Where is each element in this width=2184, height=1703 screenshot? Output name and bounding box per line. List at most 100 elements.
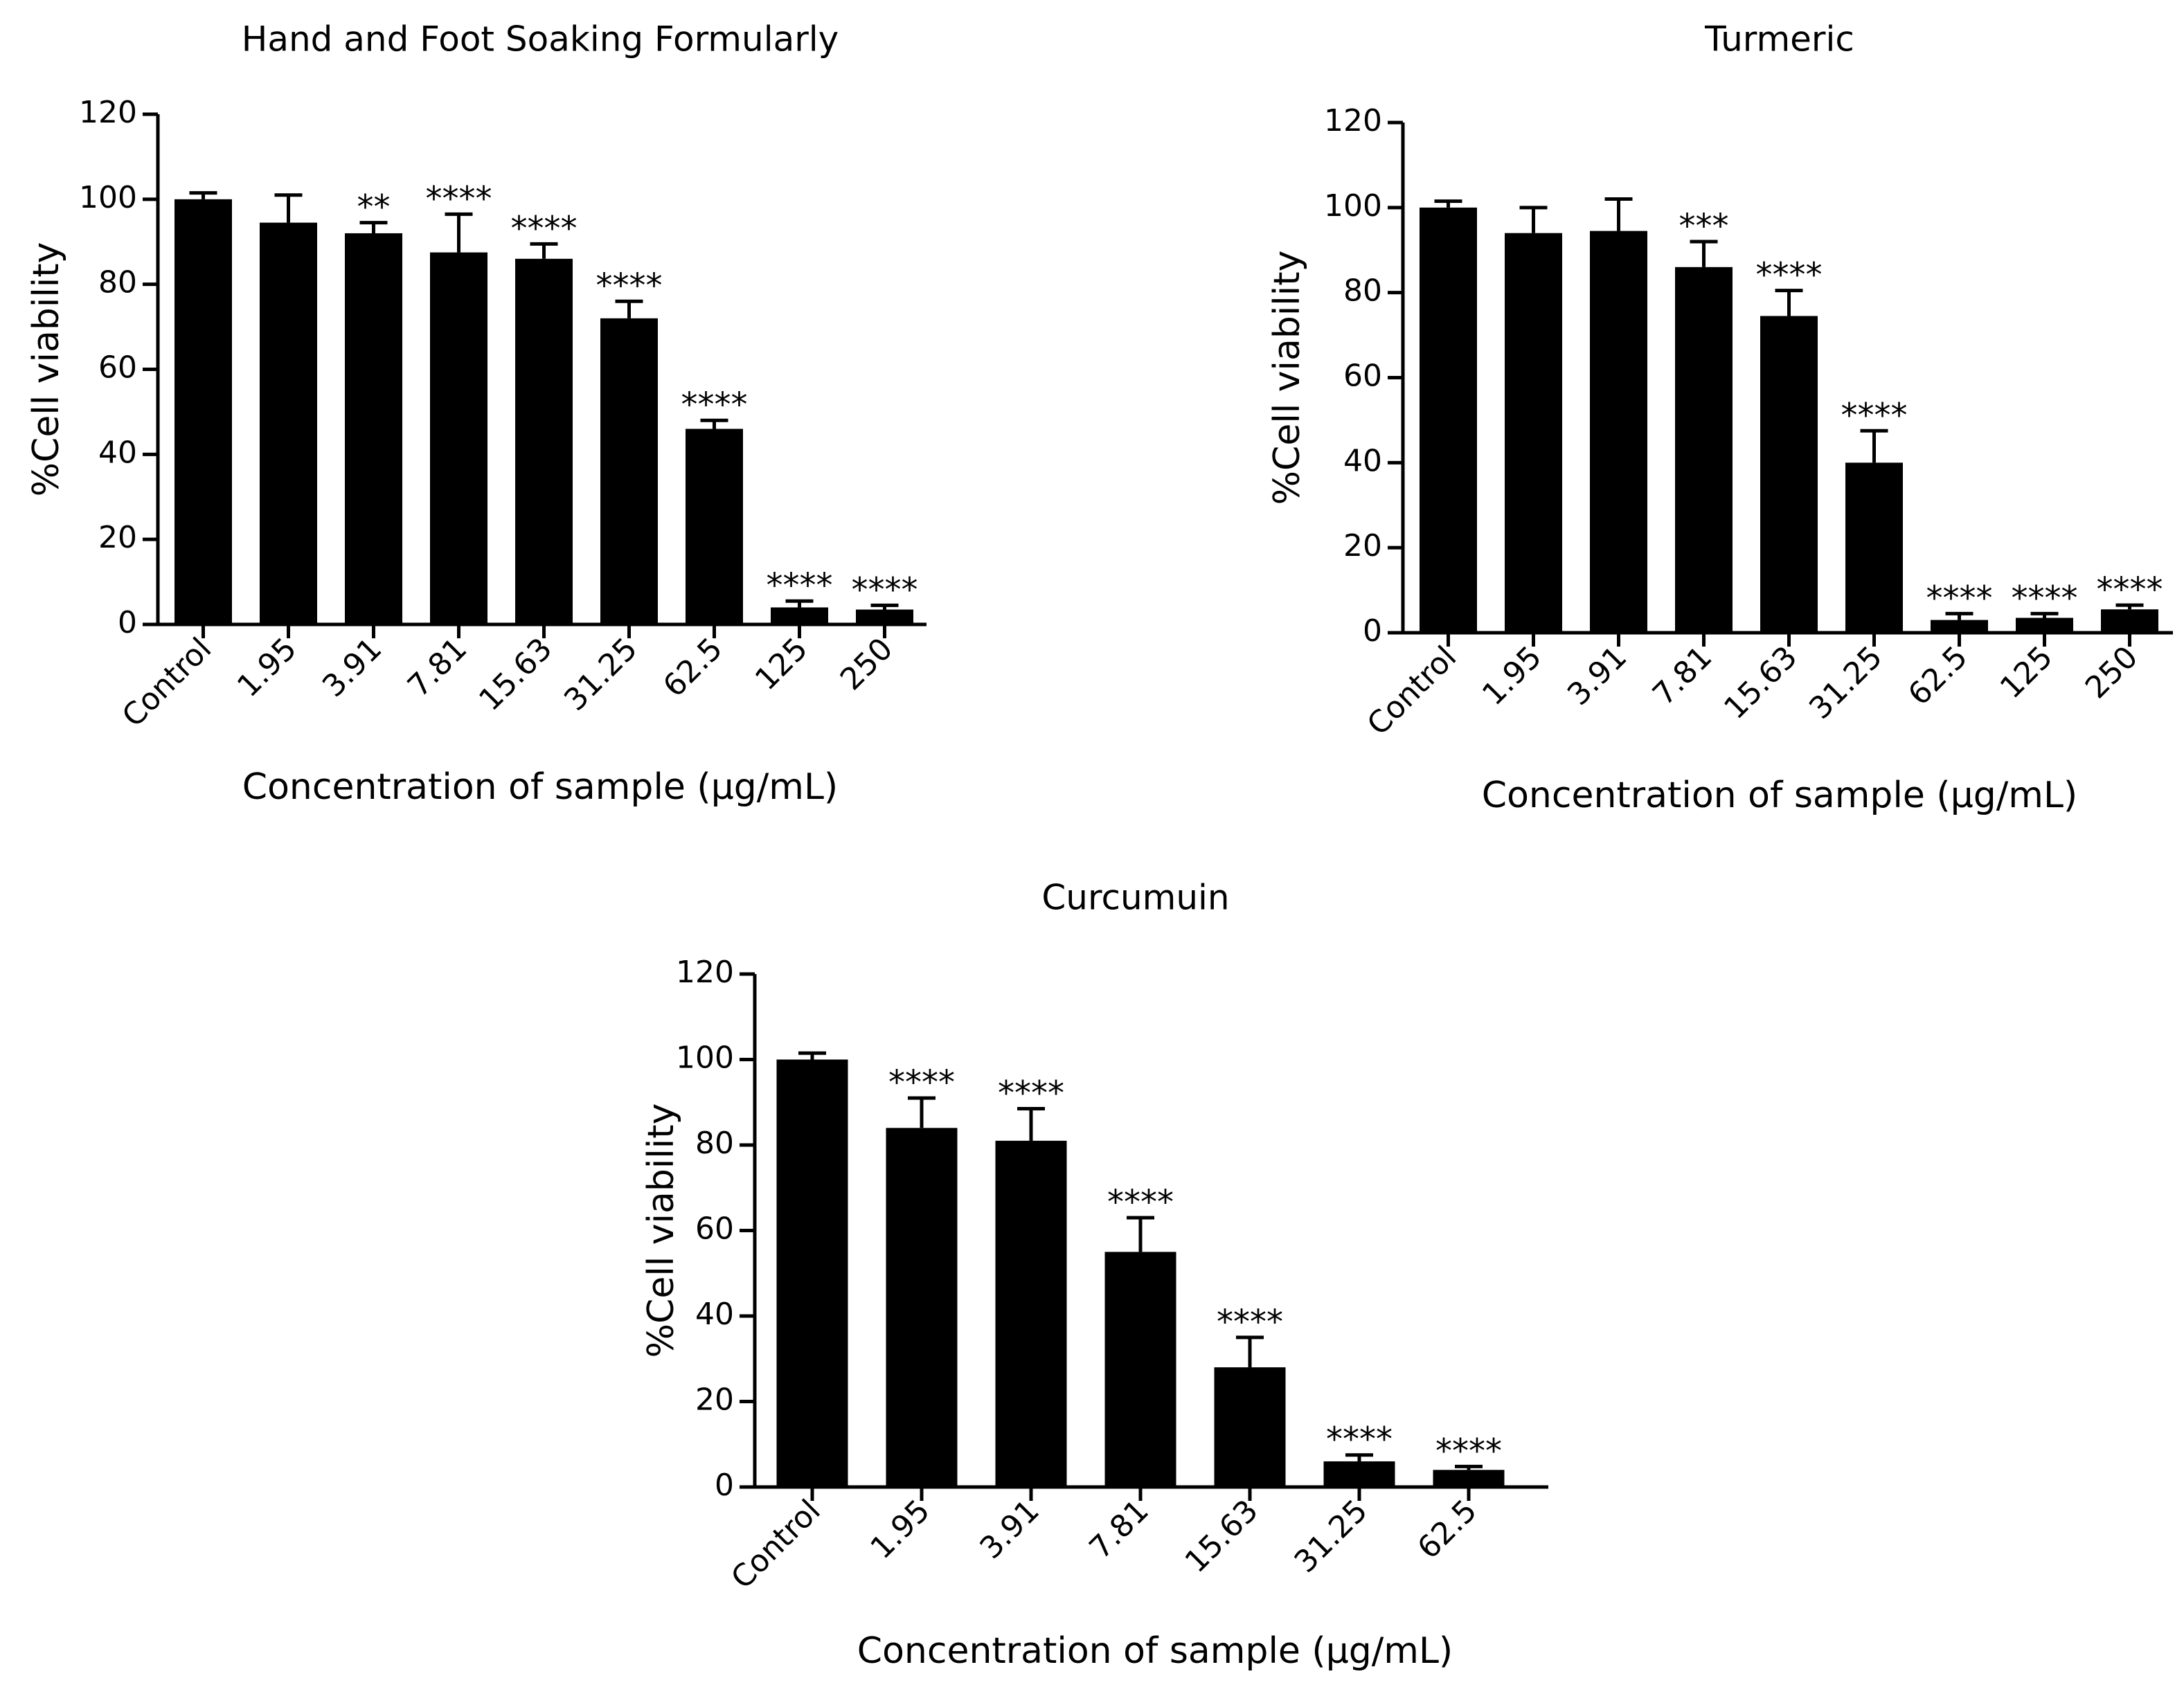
chart-title: Hand and Foot Soaking Formularly xyxy=(242,19,839,60)
significance-label: *** xyxy=(1679,207,1729,246)
bar xyxy=(174,199,232,624)
y-tick-label: 120 xyxy=(79,95,137,130)
x-tick-label: 1.95 xyxy=(1476,640,1548,712)
y-tick-label: 120 xyxy=(676,955,734,990)
bar xyxy=(1420,207,1477,633)
y-axis-label: %Cell viability xyxy=(26,242,67,497)
y-tick-label: 80 xyxy=(1343,273,1382,309)
x-tick-label: 31.25 xyxy=(1288,1493,1375,1580)
chart-panel-3: Curcumuin 0 20 40 60 80 100 120 Control **** 1.95 *… xyxy=(641,878,1548,1672)
bar xyxy=(1323,1461,1395,1487)
x-axis-label: Concentration of sample (μg/mL) xyxy=(857,1630,1453,1672)
y-tick-label: 40 xyxy=(695,1297,734,1332)
significance-label: **** xyxy=(1756,256,1823,295)
significance-label: **** xyxy=(852,570,918,609)
y-tick-label: 20 xyxy=(98,520,137,555)
y-axis-label: %Cell viability xyxy=(1266,251,1308,505)
bar xyxy=(1590,231,1647,633)
x-tick-label: 15.63 xyxy=(1717,640,1804,726)
x-tick-label: 1.95 xyxy=(231,631,303,704)
significance-label: **** xyxy=(1841,396,1908,435)
y-tick-label: 100 xyxy=(676,1040,734,1076)
x-tick-label: 250 xyxy=(2079,640,2145,705)
x-tick-label: 3.91 xyxy=(973,1493,1046,1566)
chart-panel-1: Hand and Foot Soaking Formularly 0 20 40 60 8… xyxy=(26,19,927,808)
x-tick-label: 125 xyxy=(749,631,814,697)
bar xyxy=(260,222,317,624)
significance-label: **** xyxy=(998,1074,1064,1113)
x-tick-label: Control xyxy=(1361,640,1464,743)
chart-title: Curcumuin xyxy=(1041,878,1229,918)
significance-label: **** xyxy=(2097,570,2163,609)
y-tick-label: 20 xyxy=(1343,528,1382,564)
y-tick-label: 60 xyxy=(1343,359,1382,394)
y-tick-label: 100 xyxy=(79,180,137,215)
bar xyxy=(686,429,743,624)
y-tick-label: 60 xyxy=(695,1211,734,1247)
x-tick-label: 7.81 xyxy=(401,631,474,704)
significance-label: ** xyxy=(357,188,391,227)
x-tick-label: 1.95 xyxy=(863,1493,936,1566)
significance-label: **** xyxy=(888,1063,955,1102)
significance-label: **** xyxy=(1926,579,1993,618)
bar xyxy=(1214,1367,1286,1487)
chart-panel-2: Turmeric 0 20 40 60 80 100 120 Control 1.95 3.91 **… xyxy=(1266,19,2173,816)
significance-label: **** xyxy=(1107,1183,1174,1222)
significance-label: **** xyxy=(681,386,748,424)
y-axis-label: %Cell viability xyxy=(641,1103,682,1358)
y-tick-label: 40 xyxy=(1343,443,1382,478)
bar xyxy=(1104,1252,1176,1487)
x-tick-label: Control xyxy=(116,631,219,735)
bar xyxy=(776,1059,848,1487)
significance-label: **** xyxy=(1217,1303,1283,1342)
bar xyxy=(430,252,487,625)
significance-label: **** xyxy=(1326,1421,1393,1459)
x-tick-label: 62.5 xyxy=(1411,1493,1483,1566)
x-tick-label: 7.81 xyxy=(1646,640,1719,712)
x-tick-label: 250 xyxy=(834,631,899,697)
bar xyxy=(2101,609,2158,633)
significance-label: **** xyxy=(426,179,492,218)
bar xyxy=(600,318,658,624)
bar xyxy=(856,609,913,624)
y-tick-label: 20 xyxy=(695,1382,734,1418)
significance-label: **** xyxy=(596,267,663,305)
x-axis-label: Concentration of sample (μg/mL) xyxy=(1482,775,2077,816)
bar xyxy=(1505,233,1562,633)
bar xyxy=(1433,1470,1505,1487)
y-tick-label: 0 xyxy=(715,1468,734,1503)
y-tick-label: 120 xyxy=(1324,103,1382,138)
bar xyxy=(886,1128,958,1487)
significance-label: **** xyxy=(1435,1432,1502,1470)
significance-label: **** xyxy=(2012,579,2078,618)
significance-label: **** xyxy=(511,209,578,248)
bar xyxy=(1675,267,1733,633)
x-tick-label: 62.5 xyxy=(1901,640,1974,712)
x-tick-label: Control xyxy=(724,1493,827,1596)
x-tick-label: 31.25 xyxy=(1802,640,1889,726)
x-tick-label: 3.91 xyxy=(1561,640,1633,712)
x-tick-label: 125 xyxy=(1994,640,2059,705)
bar xyxy=(771,607,828,624)
bar xyxy=(995,1140,1067,1487)
x-tick-label: 3.91 xyxy=(316,631,388,704)
y-tick-label: 0 xyxy=(1363,613,1382,649)
bar xyxy=(1931,620,1988,633)
x-axis-label: Concentration of sample (μg/mL) xyxy=(242,766,838,808)
bar xyxy=(1760,316,1818,633)
y-tick-label: 80 xyxy=(695,1126,734,1161)
y-tick-label: 60 xyxy=(98,350,137,386)
x-tick-label: 15.63 xyxy=(472,631,559,718)
chart-title: Turmeric xyxy=(1704,19,1854,60)
bar xyxy=(2016,618,2073,633)
x-tick-label: 62.5 xyxy=(656,631,729,704)
bar xyxy=(345,233,402,624)
bar xyxy=(515,258,573,625)
significance-label: **** xyxy=(767,566,833,605)
bar xyxy=(1845,462,1903,633)
y-tick-label: 100 xyxy=(1324,188,1382,224)
x-tick-label: 7.81 xyxy=(1082,1493,1155,1566)
y-tick-label: 40 xyxy=(98,435,137,470)
x-tick-label: 31.25 xyxy=(557,631,644,718)
